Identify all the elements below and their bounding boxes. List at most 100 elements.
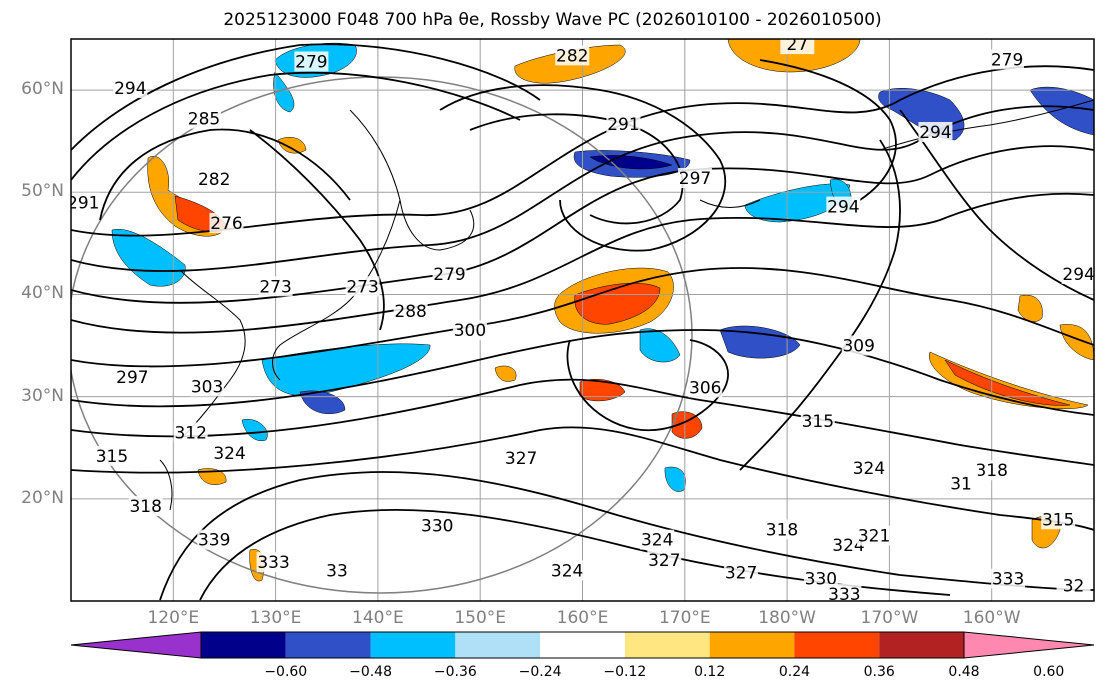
theta-e-contour [71, 43, 541, 151]
theta-e-contour [249, 129, 385, 331]
theta-e-contour [899, 109, 1094, 301]
anomaly-patch [664, 466, 686, 492]
contour-label: 288 [394, 302, 426, 322]
chart-title: 2025123000 F048 700 hPa θe, Rossby Wave … [223, 10, 882, 30]
anomaly-patch [639, 328, 681, 363]
theta-e-contour [99, 128, 351, 221]
contour-label: 318 [975, 461, 1007, 481]
longitude-label: 140°E [352, 608, 404, 628]
latitude-label: 40°N [21, 283, 64, 304]
contour-label: 333 [257, 553, 289, 573]
contour-label-bg [764, 519, 799, 540]
contour-label: 315 [1042, 510, 1074, 530]
contour-label: 324 [832, 536, 864, 556]
contour-label-bg [640, 529, 675, 550]
contour-label-bg [256, 552, 291, 573]
map-frame [70, 38, 1095, 602]
contour-label-bg [780, 39, 815, 55]
theta-e-contour [566, 339, 729, 431]
coastline [699, 199, 761, 208]
colorbar-min-arrow [70, 631, 202, 659]
longitude-label: 160°E [556, 608, 609, 628]
contour-label: 297 [116, 368, 148, 388]
theta-e-contour [159, 471, 1094, 601]
contour-label-bg [113, 78, 148, 99]
theta-e-contour [71, 426, 1094, 531]
colorbar [70, 631, 1095, 659]
contour-label-bg [115, 367, 150, 388]
contour-label: 327 [725, 563, 757, 583]
colorbar-segment [201, 632, 286, 658]
title-bar: 2025123000 F048 700 hPa θe, Rossby Wave … [0, 0, 1105, 34]
colorbar-tick-label: −0.24 [518, 664, 562, 680]
anomaly-patch [1029, 86, 1094, 136]
contour-label-bg [678, 167, 713, 188]
anomaly-patch [241, 419, 268, 442]
contour-label: 306 [689, 378, 721, 398]
contour-label: 32 [1063, 577, 1085, 597]
coastline [349, 109, 475, 251]
contour-label: 324 [853, 459, 885, 479]
contour-label: 324 [551, 561, 583, 581]
contour-label: 312 [174, 423, 206, 443]
theta-e-contour [71, 378, 1094, 466]
latitude-label: 30°N [21, 385, 64, 406]
contour-label: 318 [129, 497, 161, 517]
longitude-label: 180°W [758, 608, 816, 628]
contour-label: 324 [641, 531, 673, 551]
longitude-label: 160°W [962, 608, 1021, 628]
contour-label-bg [606, 113, 641, 134]
theta-e-contour [71, 71, 521, 181]
contour-label: 33 [326, 561, 348, 581]
anomaly-patch [1059, 324, 1094, 361]
anomaly-patch [574, 282, 661, 325]
anomaly-patch [273, 71, 295, 113]
contour-label: 291 [67, 193, 99, 213]
contour-label-bg [197, 529, 232, 550]
colorbar-tick-label: −0.36 [433, 664, 477, 680]
contour-label: 276 [210, 214, 242, 234]
contour-label: 282 [556, 46, 588, 66]
contour-label: 333 [992, 570, 1024, 590]
contour-label-bg [841, 335, 876, 356]
contour-label-bg [1041, 509, 1076, 530]
contour-label-bg [827, 583, 862, 601]
longitude-label: 150°E [454, 608, 507, 628]
contour-label-bg [190, 376, 225, 397]
contour-label: 303 [191, 377, 223, 397]
contour-label-bg [800, 411, 835, 432]
contour-label: 315 [96, 447, 128, 467]
colorbar-tick-label: −0.48 [349, 664, 392, 680]
anomaly-patch [1017, 294, 1043, 322]
contour-label-bg [258, 276, 293, 297]
colorbar-segment [285, 632, 371, 658]
contour-label-bg [555, 45, 590, 66]
colorbar-segment [455, 632, 541, 658]
contour-label-bg [550, 560, 585, 581]
contour-label-bg [991, 568, 1026, 589]
colorbar-tick-label: 0.36 [863, 664, 895, 680]
theta-e-contour [739, 139, 901, 471]
contour-label-bg [831, 534, 866, 555]
contour-label: 300 [454, 321, 486, 341]
colorbar-segment [624, 632, 710, 658]
contour-label-bg [918, 121, 953, 142]
colorbar-tick-label: 0.48 [948, 664, 980, 680]
contour-label: 297 [679, 169, 711, 189]
anomaly-patch [727, 39, 861, 73]
contour-label-group: 279 294 285 282 276 291 273 273 279 288 300 297 303 3… [67, 39, 1094, 605]
contour-label: 333 [828, 585, 860, 605]
colorbar-tick-label: −0.12 [603, 664, 647, 680]
theta-e-contour [71, 65, 1094, 237]
contour-label-bg [173, 422, 208, 443]
theta-e-contour [71, 192, 1094, 334]
contour-label: 279 [433, 265, 465, 285]
contour-label: 315 [802, 412, 834, 432]
contour-label-bg [94, 445, 129, 466]
contour-label-bg [420, 515, 455, 536]
contour-label: 282 [198, 170, 230, 190]
contour-label-bg [345, 276, 380, 297]
contour-label-bg [974, 460, 1009, 481]
contour-label-bg [803, 568, 838, 589]
coastline [159, 459, 173, 511]
